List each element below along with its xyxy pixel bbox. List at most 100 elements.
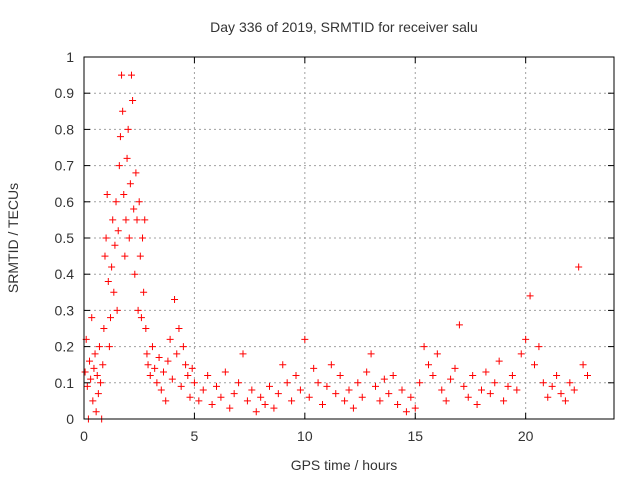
data-point bbox=[420, 343, 428, 351]
data-point bbox=[274, 390, 282, 398]
data-point bbox=[195, 397, 203, 405]
grid-lines bbox=[84, 57, 614, 419]
data-point bbox=[153, 379, 161, 387]
data-point bbox=[168, 375, 176, 383]
data-point bbox=[190, 379, 198, 387]
data-point bbox=[310, 364, 318, 372]
data-point bbox=[179, 343, 187, 351]
data-point bbox=[125, 234, 133, 242]
y-tick-label: 0 bbox=[66, 411, 74, 427]
data-point bbox=[416, 379, 424, 387]
data-point bbox=[108, 263, 116, 271]
data-point bbox=[111, 241, 119, 249]
data-point bbox=[186, 393, 194, 401]
data-point bbox=[486, 390, 494, 398]
data-point bbox=[464, 393, 472, 401]
data-point bbox=[95, 343, 103, 351]
data-point bbox=[526, 292, 534, 300]
data-point bbox=[184, 372, 192, 380]
data-point bbox=[102, 234, 110, 242]
y-tick-label: 1 bbox=[66, 49, 74, 65]
data-point bbox=[363, 368, 371, 376]
data-point bbox=[94, 390, 102, 398]
data-point bbox=[97, 379, 105, 387]
data-point bbox=[270, 404, 278, 412]
data-point bbox=[411, 404, 419, 412]
data-point bbox=[522, 335, 530, 343]
data-point bbox=[517, 350, 525, 358]
data-point bbox=[137, 314, 145, 322]
data-point bbox=[451, 364, 459, 372]
data-point bbox=[341, 397, 349, 405]
data-point bbox=[136, 252, 144, 260]
data-point bbox=[345, 386, 353, 394]
data-point bbox=[157, 386, 165, 394]
data-point bbox=[575, 263, 583, 271]
data-point bbox=[120, 191, 128, 199]
data-point bbox=[124, 125, 132, 133]
data-point bbox=[182, 361, 190, 369]
data-point bbox=[112, 198, 120, 206]
data-point bbox=[402, 408, 410, 416]
data-point bbox=[513, 386, 521, 394]
data-point bbox=[122, 216, 130, 224]
data-point bbox=[531, 361, 538, 369]
data-point bbox=[199, 386, 207, 394]
data-point bbox=[83, 382, 91, 390]
x-tick-label: 15 bbox=[407, 428, 423, 444]
data-point bbox=[482, 368, 490, 376]
data-point bbox=[473, 401, 481, 409]
data-point bbox=[544, 393, 552, 401]
data-point bbox=[140, 288, 148, 296]
data-point bbox=[491, 379, 499, 387]
data-point bbox=[288, 397, 296, 405]
data-point bbox=[177, 382, 185, 390]
data-point bbox=[86, 357, 94, 365]
data-point bbox=[372, 382, 379, 390]
y-tick-label: 0.3 bbox=[55, 302, 75, 318]
data-point bbox=[535, 343, 543, 351]
data-point bbox=[166, 335, 174, 343]
data-point bbox=[319, 401, 326, 409]
data-point bbox=[469, 372, 477, 380]
data-point bbox=[548, 382, 556, 390]
data-point bbox=[90, 364, 98, 372]
data-point bbox=[173, 350, 181, 358]
data-point bbox=[358, 393, 366, 401]
data-point bbox=[217, 393, 225, 401]
y-axis-label: SRMTID / TECUs bbox=[5, 183, 21, 293]
data-point bbox=[248, 386, 256, 394]
data-point bbox=[148, 343, 156, 351]
data-point bbox=[566, 379, 574, 387]
data-point bbox=[129, 96, 137, 104]
data-point bbox=[283, 379, 291, 387]
data-point bbox=[495, 357, 503, 365]
data-point bbox=[139, 234, 147, 242]
data-point bbox=[113, 306, 121, 314]
data-point bbox=[266, 382, 273, 390]
data-point bbox=[88, 314, 96, 322]
data-point bbox=[175, 325, 183, 332]
data-point bbox=[561, 397, 569, 405]
y-tick-label: 0.4 bbox=[55, 266, 75, 282]
data-point bbox=[425, 361, 432, 369]
data-point bbox=[380, 375, 388, 383]
data-point bbox=[126, 180, 134, 188]
data-point bbox=[301, 335, 309, 343]
data-point bbox=[115, 162, 123, 170]
data-point bbox=[162, 397, 170, 405]
data-point bbox=[226, 404, 234, 412]
y-tick-label: 0.1 bbox=[55, 375, 75, 391]
data-point bbox=[100, 325, 108, 332]
data-point bbox=[257, 393, 265, 401]
data-point bbox=[327, 361, 335, 369]
data-point bbox=[144, 361, 152, 369]
data-point bbox=[119, 107, 127, 115]
x-axis-label: GPS time / hours bbox=[291, 457, 398, 473]
data-point bbox=[141, 216, 149, 224]
y-tick-label: 0.2 bbox=[55, 339, 75, 355]
data-point bbox=[221, 368, 229, 376]
data-point bbox=[121, 252, 129, 260]
data-point bbox=[398, 386, 406, 394]
